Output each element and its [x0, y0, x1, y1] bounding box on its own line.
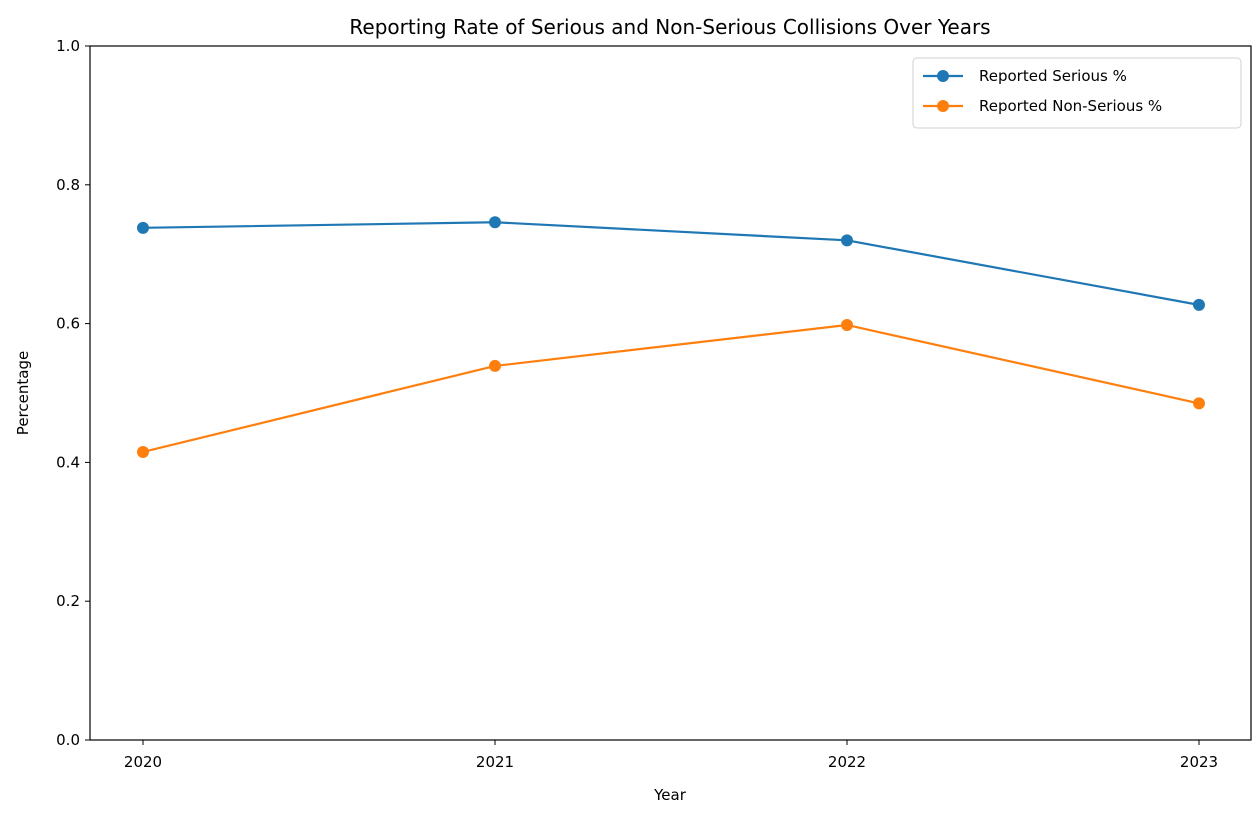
x-tick-label: 2023	[1180, 753, 1218, 771]
data-point	[1193, 298, 1205, 311]
legend: Reported Serious % Reported Non-Serious %	[912, 57, 1242, 129]
chart-title: Reporting Rate of Serious and Non-Seriou…	[349, 15, 990, 39]
legend-marker	[937, 100, 949, 112]
x-axis-title: Year	[653, 786, 687, 804]
x-tick-label: 2021	[476, 753, 514, 771]
y-tick-label: 0.8	[56, 176, 80, 194]
plot-frame	[89, 45, 1252, 741]
y-tick-label: 1.0	[56, 37, 80, 55]
legend-marker	[937, 70, 949, 82]
y-axis-title: Percentage	[14, 351, 32, 435]
plot-area	[137, 216, 1205, 458]
data-point	[841, 234, 853, 247]
series-line	[142, 323, 1200, 454]
y-tick-label: 0.2	[56, 592, 80, 610]
data-point	[137, 221, 149, 234]
legend-box	[912, 57, 1242, 129]
data-point	[489, 216, 501, 229]
data-point	[137, 445, 149, 458]
legend-label: Reported Non-Serious %	[979, 97, 1162, 115]
data-point	[841, 318, 853, 331]
x-tick-label: 2022	[828, 753, 866, 771]
series-line	[142, 221, 1200, 306]
data-point	[1193, 397, 1205, 410]
y-tick-label: 0.6	[56, 315, 80, 333]
y-tick-label: 0.4	[56, 453, 80, 471]
y-tick-label: 0.0	[56, 731, 80, 749]
x-tick-label: 2020	[124, 753, 162, 771]
data-point	[489, 359, 501, 372]
legend-label: Reported Serious %	[979, 67, 1127, 85]
